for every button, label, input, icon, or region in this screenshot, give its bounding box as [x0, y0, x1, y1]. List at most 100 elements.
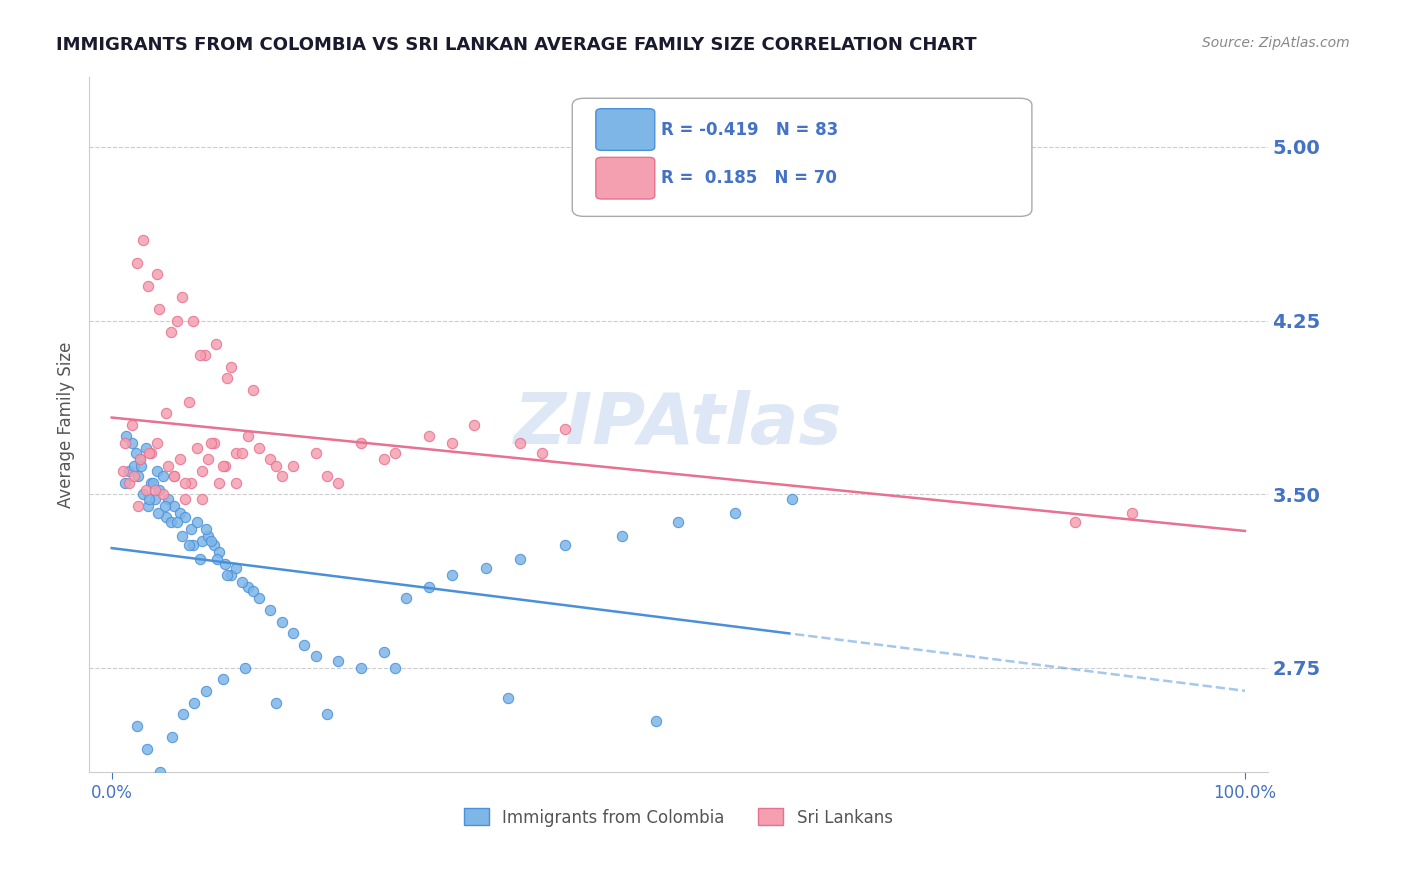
Point: [138, 491, 160, 506]
Point: [418, 580, 440, 594]
Point: [264, 459, 287, 474]
Point: [146, 436, 169, 450]
Point: [188, 552, 211, 566]
Point: [157, 491, 180, 506]
Point: [170, 529, 193, 543]
Point: [259, 603, 281, 617]
Point: [235, 661, 257, 675]
Point: [170, 290, 193, 304]
Point: [135, 441, 157, 455]
Point: [141, 445, 163, 459]
Point: [191, 533, 214, 548]
Point: [141, 475, 163, 490]
Point: [384, 661, 406, 675]
Point: [114, 436, 136, 450]
Point: [136, 499, 159, 513]
Point: [124, 459, 146, 474]
Point: [217, 568, 239, 582]
Point: [270, 615, 292, 629]
Point: [127, 499, 149, 513]
Point: [121, 417, 143, 432]
Point: [231, 575, 253, 590]
Point: [208, 545, 231, 559]
Point: [328, 475, 350, 490]
Point: [159, 325, 181, 339]
Y-axis label: Average Family Size: Average Family Size: [58, 342, 75, 508]
Point: [125, 255, 148, 269]
Point: [148, 301, 170, 316]
Point: [143, 491, 166, 506]
Text: IMMIGRANTS FROM COLOMBIA VS SRI LANKAN AVERAGE FAMILY SIZE CORRELATION CHART: IMMIGRANTS FROM COLOMBIA VS SRI LANKAN A…: [56, 36, 977, 54]
Point: [202, 436, 225, 450]
Point: [177, 394, 200, 409]
Point: [157, 459, 180, 474]
Point: [474, 561, 496, 575]
Legend: Immigrants from Colombia, Sri Lankans: Immigrants from Colombia, Sri Lankans: [457, 802, 900, 833]
Point: [159, 515, 181, 529]
Point: [554, 422, 576, 436]
Point: [305, 649, 328, 664]
Point: [247, 441, 270, 455]
Point: [166, 515, 188, 529]
Point: [316, 707, 339, 722]
Point: [163, 499, 186, 513]
Point: [554, 538, 576, 552]
Point: [148, 506, 170, 520]
Point: [125, 719, 148, 733]
Point: [138, 445, 160, 459]
Point: [197, 452, 219, 467]
Point: [373, 452, 395, 467]
Point: [1121, 506, 1143, 520]
Point: [440, 436, 463, 450]
Point: [440, 568, 463, 582]
Point: [205, 336, 228, 351]
Point: [509, 552, 531, 566]
Point: [188, 348, 211, 362]
Text: ZIPAtlas: ZIPAtlas: [515, 390, 842, 459]
Point: [191, 491, 214, 506]
Point: [191, 464, 214, 478]
Point: [225, 561, 247, 575]
FancyBboxPatch shape: [572, 98, 1032, 217]
Point: [264, 696, 287, 710]
Point: [236, 580, 259, 594]
Point: [181, 313, 204, 327]
Point: [135, 742, 157, 756]
Text: Source: ZipAtlas.com: Source: ZipAtlas.com: [1202, 36, 1350, 50]
Point: [509, 436, 531, 450]
Point: [153, 499, 176, 513]
Point: [127, 468, 149, 483]
Point: [225, 475, 247, 490]
Point: [208, 475, 231, 490]
Text: R = -0.419   N = 83: R = -0.419 N = 83: [661, 120, 838, 138]
Point: [177, 538, 200, 552]
Point: [281, 459, 304, 474]
Point: [219, 359, 242, 374]
Point: [135, 483, 157, 497]
Point: [202, 538, 225, 552]
Point: [395, 591, 418, 606]
Point: [217, 371, 239, 385]
Point: [118, 464, 141, 478]
Point: [214, 459, 236, 474]
Point: [155, 510, 177, 524]
Text: R =  0.185   N = 70: R = 0.185 N = 70: [661, 169, 837, 187]
Point: [463, 417, 485, 432]
Point: [143, 483, 166, 497]
Point: [112, 464, 135, 478]
Point: [200, 436, 222, 450]
Point: [121, 436, 143, 450]
Point: [183, 696, 205, 710]
Point: [194, 522, 217, 536]
Point: [146, 267, 169, 281]
Point: [163, 468, 186, 483]
Point: [141, 475, 163, 490]
Point: [292, 638, 315, 652]
Point: [211, 459, 233, 474]
Point: [242, 383, 264, 397]
Point: [129, 459, 152, 474]
Point: [174, 510, 197, 524]
Point: [200, 533, 222, 548]
Point: [160, 731, 183, 745]
Point: [169, 506, 191, 520]
